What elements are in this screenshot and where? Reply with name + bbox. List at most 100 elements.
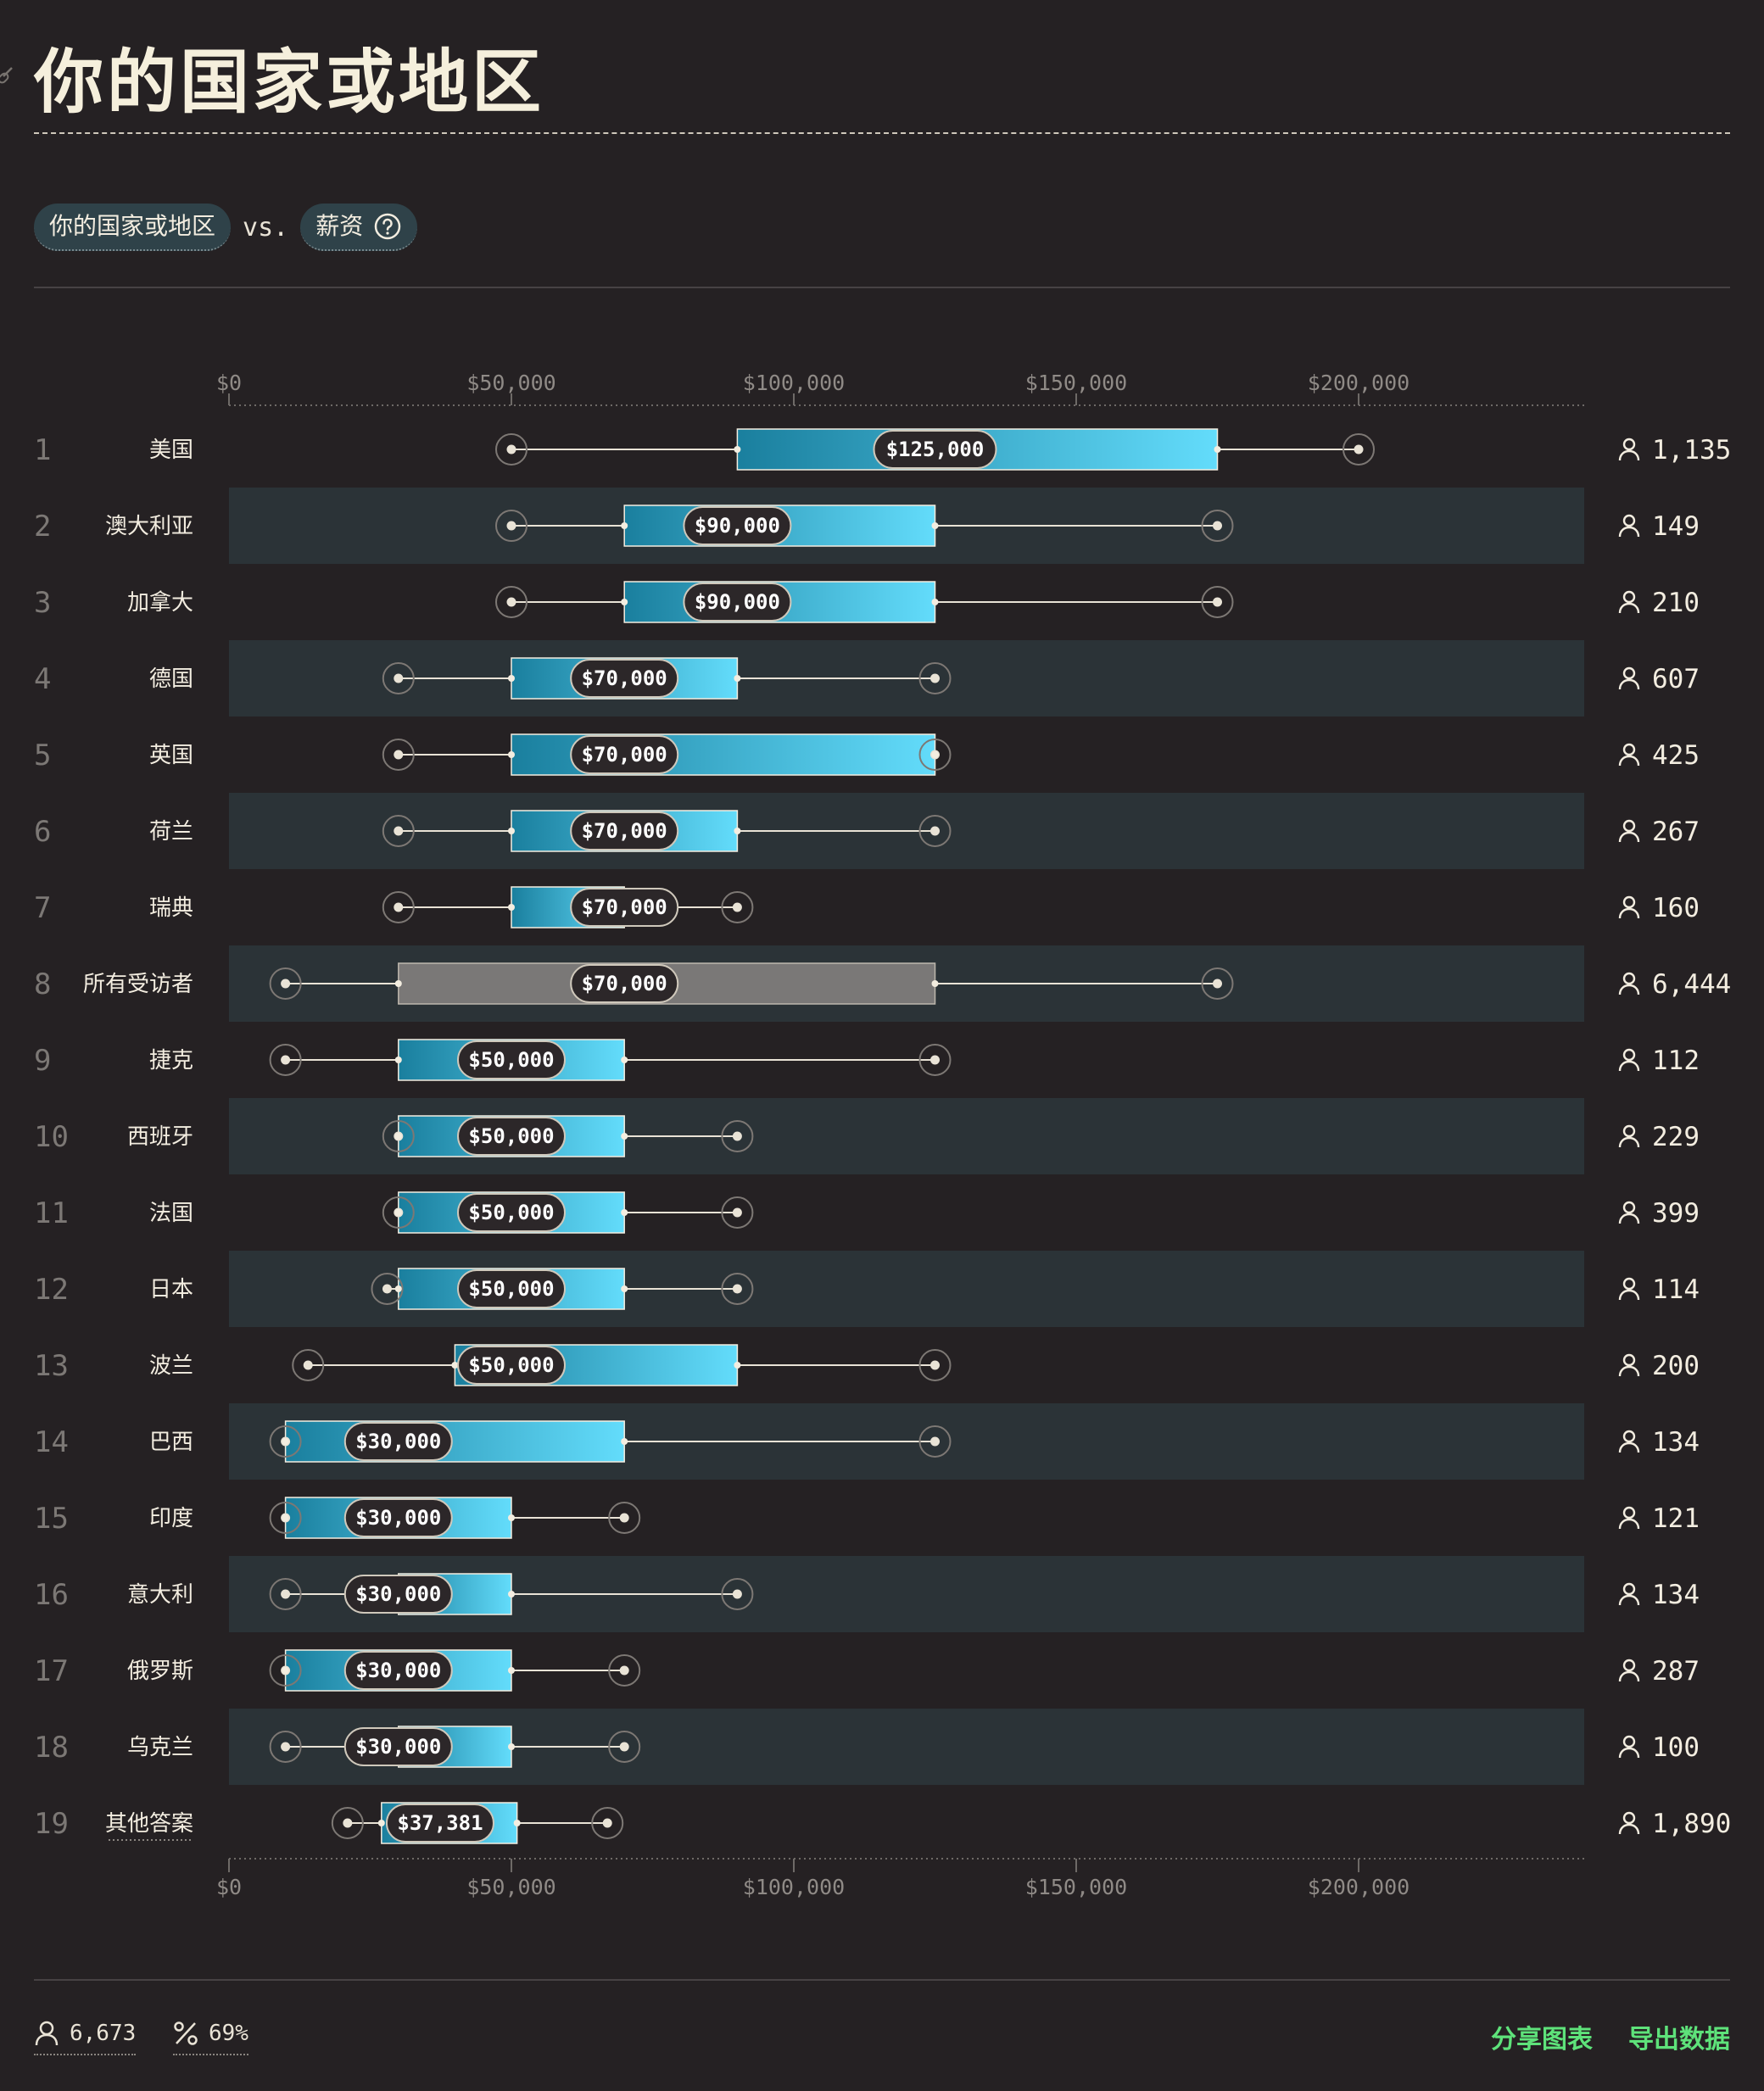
person-icon-head (1622, 743, 1636, 756)
row-rank: 13 (34, 1349, 69, 1383)
person-icon-body (1618, 1213, 1640, 1224)
person-icon-head (1622, 1659, 1636, 1672)
median-label: $30,000 (355, 1659, 441, 1682)
row-count: 425 (1652, 740, 1700, 771)
share-chart-link[interactable]: 分享图表 (1491, 2025, 1593, 2055)
person-icon-head (1622, 1277, 1636, 1291)
p90-marker-ring (918, 1425, 952, 1458)
person-icon (1618, 1048, 1640, 1072)
row-count: 200 (1652, 1351, 1700, 1381)
p10-marker (506, 597, 516, 607)
row-label: 西班牙 (127, 1124, 193, 1150)
p10-marker (394, 750, 404, 760)
chart-row-1[interactable]: 1 美国 $125,000 1,135 (34, 428, 1731, 471)
row-rank: 6 (34, 815, 51, 849)
person-icon-body (1618, 602, 1640, 614)
person-icon (1618, 590, 1640, 614)
p10-marker-ring (269, 1425, 302, 1458)
row-rank: 18 (34, 1731, 69, 1765)
metric-chip-label: 薪资 (315, 212, 364, 240)
row-rank: 1 (34, 433, 51, 467)
chart-row-11[interactable]: 11 法国 $50,000 399 (34, 1191, 1700, 1234)
row-rank: 19 (34, 1807, 69, 1841)
row-count: 112 (1652, 1046, 1700, 1076)
p90-marker (619, 1665, 629, 1676)
q3-marker (508, 1667, 515, 1674)
vs-label: vs. (243, 212, 289, 243)
chart-row-19[interactable]: 19 其他答案 $37,381 1,890 (34, 1802, 1731, 1844)
person-icon-body (1618, 1060, 1640, 1072)
median-label: $30,000 (355, 1430, 441, 1453)
person-icon (1618, 972, 1640, 995)
chart-row-2[interactable]: 2 澳大利亚 $90,000 149 (34, 505, 1700, 547)
link-icon[interactable] (0, 61, 17, 86)
row-label: 德国 (149, 666, 193, 692)
p10-marker-ring (269, 967, 302, 1000)
row-rank: 16 (34, 1578, 69, 1612)
row-label: 巴西 (149, 1430, 193, 1455)
person-icon (1618, 1277, 1640, 1301)
person-icon-head (1622, 1430, 1636, 1443)
chart-row-7[interactable]: 7 瑞典 $70,000 160 (34, 886, 1700, 928)
person-icon-body (1618, 1823, 1640, 1835)
row-count: 160 (1652, 893, 1700, 923)
help-circle-icon[interactable] (373, 212, 402, 241)
chart-row-17[interactable]: 17 俄罗斯 $30,000 287 (34, 1649, 1700, 1692)
chart-row-3[interactable]: 3 加拿大 $90,000 210 (34, 581, 1700, 623)
p90-marker-ring (608, 1654, 641, 1687)
percent-stat[interactable]: 69% (173, 2016, 248, 2055)
chart-row-9[interactable]: 9 捷克 $50,000 112 (34, 1039, 1700, 1081)
row-rank: 12 (34, 1273, 69, 1307)
chart-row-6[interactable]: 6 荷兰 $70,000 267 (34, 810, 1700, 852)
q3-marker (508, 1514, 515, 1521)
person-icon (1618, 1506, 1640, 1530)
respondents-stat[interactable]: 6,673 (34, 2016, 137, 2055)
q1-marker (621, 522, 628, 529)
chart-row-13[interactable]: 13 波兰 $50,000 200 (34, 1344, 1700, 1386)
person-icon (1618, 514, 1640, 538)
person-icon-head (1622, 819, 1636, 833)
chart-row-14[interactable]: 14 巴西 $30,000 134 (34, 1420, 1700, 1463)
export-data-link[interactable]: 导出数据 (1628, 2025, 1730, 2055)
q1-marker (734, 446, 741, 453)
p10-marker-ring (382, 662, 415, 694)
p10-marker (506, 521, 516, 531)
chart-row-12[interactable]: 12 日本 $50,000 114 (34, 1268, 1700, 1310)
chart-row-18[interactable]: 18 乌克兰 $30,000 100 (34, 1726, 1700, 1768)
p90-marker-ring (721, 1196, 754, 1229)
person-icon (1618, 1430, 1640, 1453)
chart-row-16[interactable]: 16 意大利 $30,000 134 (34, 1573, 1700, 1615)
median-pill (683, 506, 792, 545)
row-rank: 14 (34, 1425, 69, 1459)
q1-marker (282, 1667, 289, 1674)
person-icon (1618, 1353, 1640, 1377)
median-label: $50,000 (468, 1048, 554, 1072)
chart-row-10[interactable]: 10 西班牙 $50,000 229 (34, 1115, 1700, 1157)
metric-chip[interactable]: 薪资 (300, 204, 418, 251)
p90-marker (1213, 597, 1222, 607)
row-label: 日本 (149, 1277, 193, 1302)
row-rank: 9 (34, 1044, 51, 1078)
chart-row-4[interactable]: 4 德国 $70,000 607 (34, 657, 1700, 700)
p90-marker (1213, 979, 1222, 989)
p10-marker (343, 1818, 353, 1828)
row-label: 意大利 (127, 1582, 193, 1608)
person-icon-body (1618, 1136, 1640, 1148)
row-label: 英国 (149, 743, 193, 768)
median-pill (343, 1727, 453, 1766)
chart-row-8[interactable]: 8 所有受访者 $70,000 6,444 (34, 962, 1731, 1005)
person-icon (1618, 1582, 1640, 1606)
dimension-chip[interactable]: 你的国家或地区 (34, 204, 232, 251)
q1-marker (394, 1209, 402, 1216)
median-label: $30,000 (355, 1582, 441, 1606)
p90-marker (930, 673, 940, 683)
chart-row-5[interactable]: 5 英国 $70,000 425 (34, 733, 1700, 776)
row-count: 287 (1652, 1656, 1700, 1687)
person-icon-body (1618, 1670, 1640, 1682)
person-icon (1618, 895, 1640, 919)
chart-row-15[interactable]: 15 印度 $30,000 121 (34, 1497, 1700, 1539)
person-icon-head (1622, 438, 1636, 451)
p10-marker-ring (382, 1120, 415, 1152)
p90-marker-ring (918, 1044, 952, 1076)
row-label: 瑞典 (149, 895, 193, 921)
